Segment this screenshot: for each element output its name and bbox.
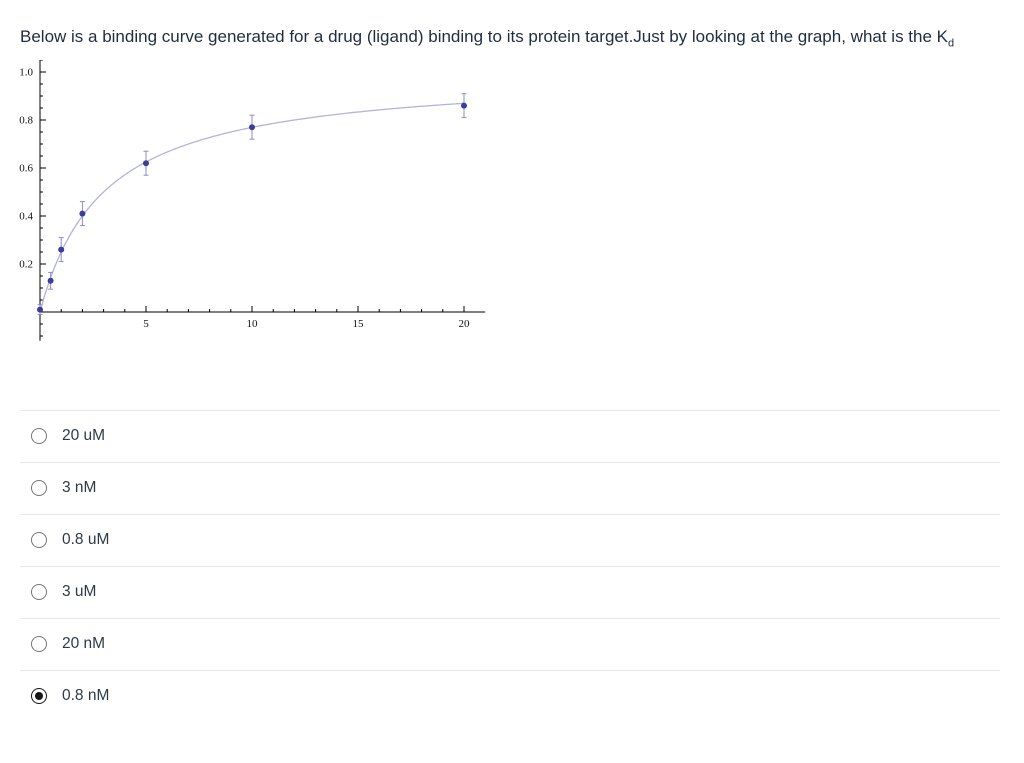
question-text-main: Below is a binding curve generated for a…: [20, 27, 948, 46]
radio-button[interactable]: [31, 428, 47, 445]
answer-option[interactable]: 0.8 nM: [20, 669, 1000, 722]
svg-text:0.8: 0.8: [19, 114, 33, 126]
answer-option-label: 3 nM: [62, 479, 97, 497]
answer-option[interactable]: 20 nM: [20, 617, 1000, 670]
answer-options: 20 uM 3 nM 0.8 uM 3 uM 20 nM 0.8 nM: [0, 409, 1024, 722]
svg-text:15: 15: [353, 318, 365, 330]
binding-curve-chart: 0.2 0.4 0.6 0.8 1.0 5 10 15 20: [10, 59, 1024, 352]
svg-text:10: 10: [247, 318, 259, 330]
svg-text:1.0: 1.0: [19, 66, 33, 78]
answer-option[interactable]: 3 nM: [20, 461, 1000, 514]
answer-option[interactable]: 3 uM: [20, 565, 1000, 618]
question-kd-subscript: d: [948, 37, 955, 50]
svg-text:20: 20: [459, 318, 471, 330]
radio-button[interactable]: [31, 636, 47, 653]
svg-text:0.6: 0.6: [19, 162, 33, 174]
svg-text:5: 5: [143, 318, 149, 330]
answer-option-label: 20 nM: [62, 635, 106, 653]
radio-button[interactable]: [31, 532, 47, 549]
radio-button[interactable]: [31, 584, 47, 601]
svg-text:0.4: 0.4: [19, 210, 33, 222]
answer-option-label: 0.8 uM: [62, 531, 110, 549]
svg-text:0.2: 0.2: [19, 258, 33, 270]
binding-chart-svg: 0.2 0.4 0.6 0.8 1.0 5 10 15 20: [19, 59, 486, 341]
answer-option-label: 3 uM: [62, 583, 97, 601]
answer-option[interactable]: 20 uM: [20, 409, 1000, 462]
answer-option[interactable]: 0.8 uM: [20, 513, 1000, 566]
radio-button[interactable]: [31, 480, 47, 497]
answer-option-label: 20 uM: [62, 427, 106, 445]
answer-option-label: 0.8 nM: [62, 687, 110, 705]
radio-button[interactable]: [31, 688, 47, 705]
question-text: Below is a binding curve generated for a…: [0, 0, 1000, 54]
radio-dot: [35, 692, 43, 701]
